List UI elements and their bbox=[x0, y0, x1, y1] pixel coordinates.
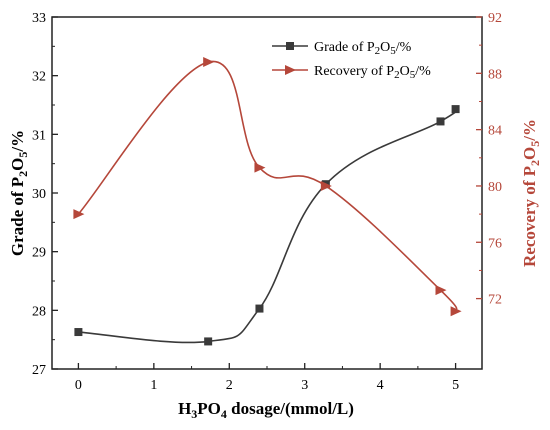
data-point-grade bbox=[255, 304, 264, 313]
x-tick-label: 4 bbox=[377, 378, 384, 393]
x-tick-labels: 0 1 2 3 4 5 bbox=[75, 378, 459, 393]
data-point-grade bbox=[74, 328, 83, 337]
y-right-tick-label: 76 bbox=[488, 236, 502, 251]
series-line-grade bbox=[78, 108, 458, 344]
axis-ticks bbox=[52, 16, 482, 370]
x-tick-label: 5 bbox=[452, 378, 459, 393]
x-tick-label: 2 bbox=[226, 378, 233, 393]
y-left-tick-label: 29 bbox=[32, 246, 46, 261]
legend-marker-recovery bbox=[285, 65, 296, 75]
y-left-tick-label: 33 bbox=[32, 11, 46, 26]
x-tick-label: 3 bbox=[301, 378, 308, 393]
y-left-axis-title: Grade of P2O5/% bbox=[8, 130, 30, 256]
legend-marker-grade bbox=[286, 42, 294, 50]
y-left-tick-label: 27 bbox=[32, 363, 46, 378]
y-left-tick-label: 31 bbox=[32, 128, 46, 143]
y-left-tick-label: 30 bbox=[32, 187, 46, 202]
legend-label-grade: Grade of P2O5/% bbox=[314, 40, 412, 57]
y-right-tick-label: 80 bbox=[488, 180, 502, 195]
y-left-tick-label: 32 bbox=[32, 70, 46, 85]
data-point-recovery bbox=[203, 57, 215, 68]
y-right-tick-label: 88 bbox=[488, 67, 502, 82]
series-line-recovery bbox=[77, 60, 458, 312]
x-tick-label: 1 bbox=[150, 378, 157, 393]
x-axis-title: H3PO4 dosage/(mmol/L) bbox=[178, 399, 354, 421]
x-tick-label: 0 bbox=[75, 378, 82, 393]
data-point-grade bbox=[436, 117, 445, 126]
legend-label-recovery: Recovery of P2O5/% bbox=[314, 64, 431, 81]
legend-entry-grade: Grade of P2O5/% bbox=[272, 40, 412, 57]
data-point-grade bbox=[451, 105, 460, 114]
data-point-recovery bbox=[320, 180, 332, 191]
y-right-tick-label: 72 bbox=[488, 293, 502, 308]
y-right-tick-label: 92 bbox=[488, 11, 502, 26]
data-point-grade bbox=[204, 337, 213, 346]
y-right-axis-title: Recovery of P2O5/% bbox=[520, 119, 542, 267]
series-layer bbox=[73, 57, 462, 346]
data-point-recovery bbox=[73, 209, 85, 220]
y-left-tick-labels: 27 28 29 30 31 32 33 bbox=[32, 11, 46, 378]
data-point-recovery bbox=[435, 285, 447, 296]
y-right-tick-labels: 72 76 80 84 88 92 bbox=[488, 11, 502, 308]
y-left-tick-label: 28 bbox=[32, 304, 46, 319]
legend: Grade of P2O5/% Recovery of P2O5/% bbox=[272, 40, 431, 81]
data-point-recovery bbox=[450, 306, 462, 317]
data-point-recovery bbox=[254, 162, 266, 173]
legend-entry-recovery: Recovery of P2O5/% bbox=[272, 64, 431, 81]
y-right-tick-label: 84 bbox=[488, 124, 502, 139]
